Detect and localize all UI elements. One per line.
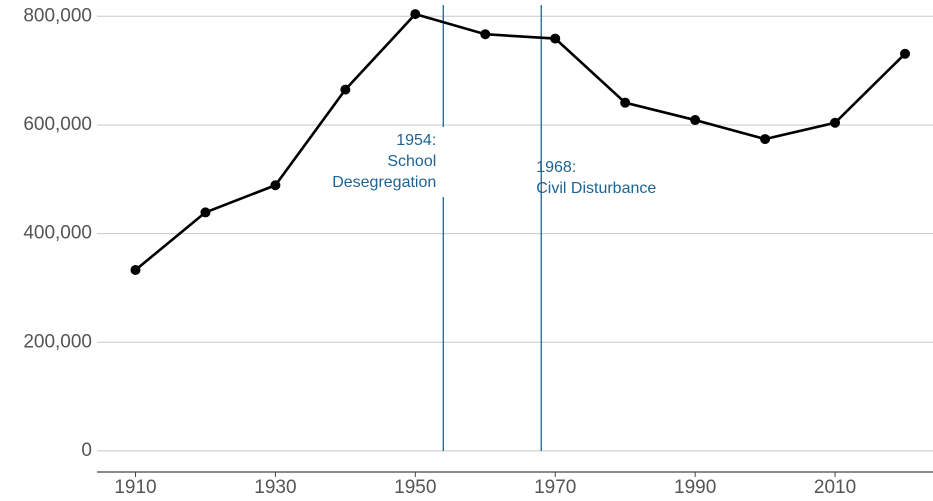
annotation-text: 1968: [536, 159, 576, 176]
x-tick-label: 1930 [254, 477, 296, 498]
x-tick-label: 1970 [534, 477, 576, 498]
annotation-text: Civil Disturbance [536, 180, 656, 197]
point [340, 84, 351, 95]
y-tick-label: 0 [81, 440, 92, 461]
annotation-text: 1954: [396, 132, 436, 149]
x-tick-label: 1990 [674, 477, 716, 498]
point [480, 29, 491, 40]
line [134, 12, 906, 272]
point [130, 264, 141, 275]
point [550, 33, 561, 44]
point [620, 97, 631, 108]
point [270, 180, 281, 191]
point [760, 134, 771, 145]
y-tick-label: 600,000 [23, 114, 92, 135]
x-tick-label: 1950 [394, 477, 436, 498]
x-tick-label: 1910 [114, 477, 156, 498]
annotation-text: Desegregation [332, 174, 436, 191]
y-tick-label: 200,000 [23, 331, 92, 352]
annotation-text: School [387, 153, 436, 170]
y-tick-label: 400,000 [23, 223, 92, 244]
point [690, 115, 701, 126]
x-tick-label: 2010 [814, 477, 856, 498]
point [200, 207, 211, 218]
point [830, 117, 841, 128]
point [900, 48, 911, 59]
point [410, 9, 421, 20]
y-tick-label: 800,000 [23, 5, 92, 26]
